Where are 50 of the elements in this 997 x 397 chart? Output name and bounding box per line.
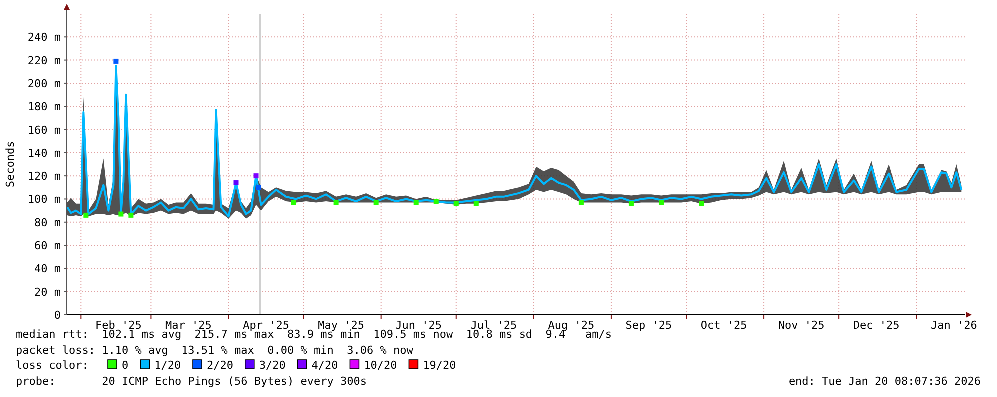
legend-title: loss color: [16, 359, 89, 372]
point [374, 200, 379, 206]
point [334, 200, 339, 206]
legend-label: 2/20 [207, 359, 234, 372]
point [256, 185, 262, 190]
y-tick-label: 100 m [28, 193, 62, 206]
point [114, 58, 119, 64]
y-tick-label: 60 m [34, 240, 62, 253]
x-tick-label: Sep '25 [626, 319, 672, 332]
point [291, 200, 296, 206]
point [128, 212, 134, 218]
legend-label: 4/20 [312, 359, 338, 372]
y-tick-label: 240 m [28, 31, 62, 44]
point [454, 201, 459, 206]
y-tick-label: 180 m [28, 100, 62, 114]
x-tick-label: Jan '26 [930, 319, 978, 332]
legend-label: 19/20 [423, 359, 456, 372]
legend-label: 3/20 [259, 359, 286, 372]
y-tick-label: 20 m [34, 286, 62, 299]
y-tick-label: 40 m [34, 262, 62, 276]
point [699, 201, 704, 206]
point [658, 200, 664, 206]
text: packet loss: 1.10 % avg 13.51 % max 0.00 % min 3.06 % now [16, 344, 414, 357]
y-tick-label: 140 m [28, 146, 62, 160]
text: probe: 20 ICMP Echo Pings (56 Bytes) every 300s [16, 375, 367, 388]
y-tick-label: 120 m [28, 170, 62, 184]
point [474, 201, 479, 206]
legend-label: 1/20 [154, 359, 182, 372]
point [628, 201, 634, 206]
y-tick-label: 80 m [34, 216, 62, 230]
y-tick-label: 200 m [28, 77, 62, 90]
point [118, 212, 124, 217]
x-tick-label: Nov '25 [778, 319, 825, 332]
point [84, 212, 89, 218]
y-axis-title: Seconds [4, 141, 17, 188]
x-tick-label: Oct '25 [700, 319, 748, 332]
legend-label: 0 [122, 359, 129, 372]
y-tick-label: 220 m [28, 54, 62, 68]
y-tick-label: 0 [54, 309, 61, 322]
x-tick-label: Aug '25 [548, 319, 595, 332]
x-tick-label: May '25 [318, 319, 364, 332]
point [434, 199, 439, 204]
y-tick-label: 160 m [28, 124, 62, 137]
point [578, 200, 584, 206]
x-tick-label: Dec '25 [853, 319, 900, 332]
point [254, 174, 259, 179]
point [234, 180, 239, 186]
legend-label: 10/20 [364, 359, 398, 372]
point [414, 200, 419, 206]
text: end: Tue Jan 20 08:07:36 2026 [788, 375, 981, 388]
